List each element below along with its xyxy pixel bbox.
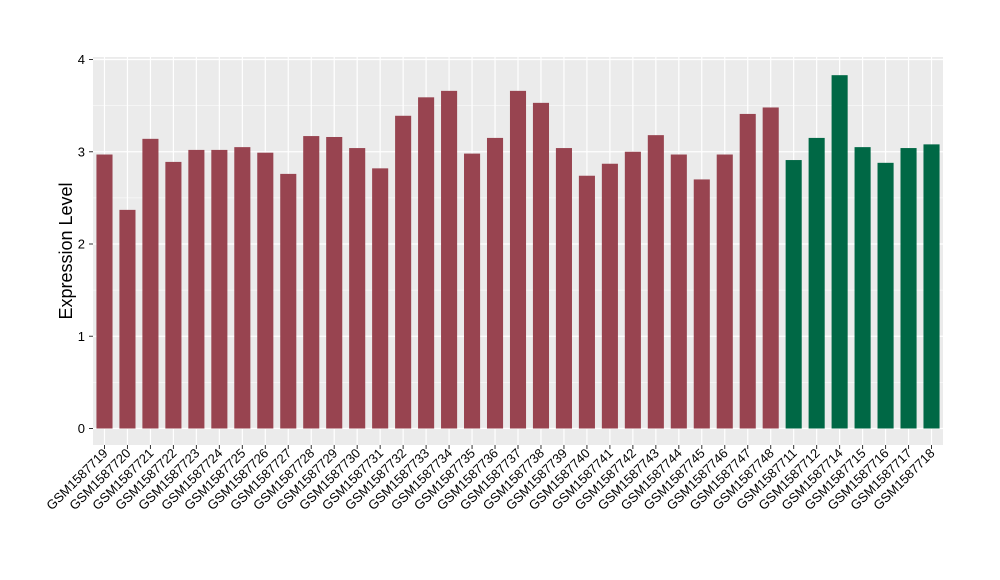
bar-GSM1587717 [900, 148, 917, 429]
bar-GSM1587721 [142, 138, 159, 429]
bar-GSM1587734 [441, 90, 458, 429]
bar-GSM1587748 [762, 107, 779, 429]
y-tick-label: 0 [78, 421, 85, 436]
bar-GSM1587741 [601, 163, 618, 429]
y-axis-title: Expression Level [56, 182, 76, 319]
y-tick-label: 2 [78, 237, 85, 252]
bar-GSM1587719 [96, 154, 113, 429]
bar-GSM1587722 [165, 161, 182, 429]
bar-GSM1587742 [624, 151, 641, 429]
bar-GSM1587746 [716, 154, 733, 429]
bar-GSM1587731 [372, 168, 389, 429]
bar-GSM1587744 [670, 154, 687, 429]
bar-GSM1587732 [395, 115, 412, 429]
y-tick-label: 3 [78, 144, 85, 159]
y-tick-label: 4 [78, 52, 85, 67]
bar-GSM1587737 [509, 90, 527, 429]
bar-GSM1587738 [532, 102, 550, 429]
bar-GSM1587718 [923, 144, 940, 429]
bar-GSM1587729 [326, 136, 343, 429]
x-axis: GSM1587719GSM1587720GSM1587721GSM1587722… [43, 445, 938, 513]
bar-GSM1587735 [464, 153, 481, 429]
bar-GSM1587716 [877, 162, 894, 429]
bar-GSM1587736 [486, 137, 504, 429]
bar-GSM1587724 [211, 149, 228, 429]
bar-GSM1587726 [257, 152, 274, 429]
bar-GSM1587714 [831, 75, 848, 429]
bar-GSM1587711 [785, 160, 802, 429]
bars [96, 75, 940, 429]
bar-GSM1587739 [555, 148, 572, 429]
bar-GSM1587712 [808, 137, 825, 429]
bar-GSM1587725 [234, 147, 251, 429]
bar-GSM1587747 [739, 113, 756, 429]
bar-GSM1587745 [693, 179, 710, 429]
bar-GSM1587743 [647, 135, 664, 429]
bar-GSM1587727 [280, 173, 297, 429]
bar-GSM1587728 [303, 136, 320, 429]
bar-GSM1587715 [854, 147, 871, 429]
bar-GSM1587740 [578, 175, 595, 429]
y-tick-label: 1 [78, 329, 85, 344]
bar-GSM1587730 [349, 148, 366, 429]
bar-GSM1587723 [188, 149, 205, 429]
y-axis: 0 1 2 3 4 [78, 52, 93, 436]
bar-GSM1587720 [119, 209, 136, 429]
bar-GSM1587733 [418, 97, 435, 429]
